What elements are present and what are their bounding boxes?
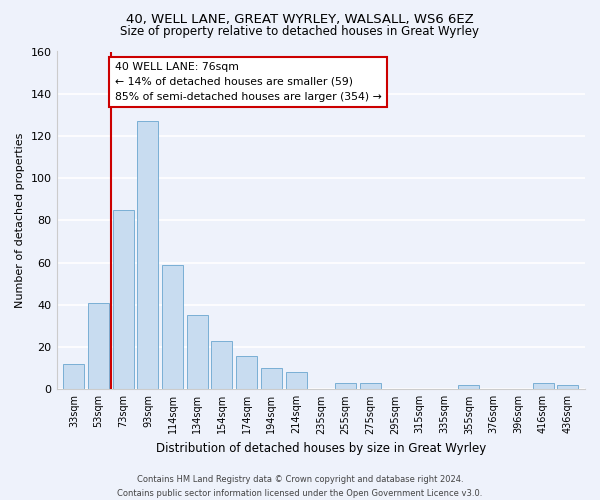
Bar bbox=[88, 302, 109, 390]
Bar bbox=[533, 383, 554, 390]
Bar bbox=[64, 364, 85, 390]
Y-axis label: Number of detached properties: Number of detached properties bbox=[15, 132, 25, 308]
Text: 40 WELL LANE: 76sqm
← 14% of detached houses are smaller (59)
85% of semi-detach: 40 WELL LANE: 76sqm ← 14% of detached ho… bbox=[115, 62, 382, 102]
Text: Size of property relative to detached houses in Great Wyrley: Size of property relative to detached ho… bbox=[121, 25, 479, 38]
Bar bbox=[286, 372, 307, 390]
Bar bbox=[162, 264, 183, 390]
Bar bbox=[187, 316, 208, 390]
Text: Contains HM Land Registry data © Crown copyright and database right 2024.
Contai: Contains HM Land Registry data © Crown c… bbox=[118, 476, 482, 498]
X-axis label: Distribution of detached houses by size in Great Wyrley: Distribution of detached houses by size … bbox=[155, 442, 486, 455]
Bar bbox=[359, 383, 380, 390]
Bar bbox=[137, 121, 158, 390]
Bar bbox=[211, 340, 232, 390]
Bar bbox=[335, 383, 356, 390]
Text: 40, WELL LANE, GREAT WYRLEY, WALSALL, WS6 6EZ: 40, WELL LANE, GREAT WYRLEY, WALSALL, WS… bbox=[126, 12, 474, 26]
Bar bbox=[458, 385, 479, 390]
Bar bbox=[236, 356, 257, 390]
Bar bbox=[113, 210, 134, 390]
Bar bbox=[557, 385, 578, 390]
Bar bbox=[261, 368, 282, 390]
